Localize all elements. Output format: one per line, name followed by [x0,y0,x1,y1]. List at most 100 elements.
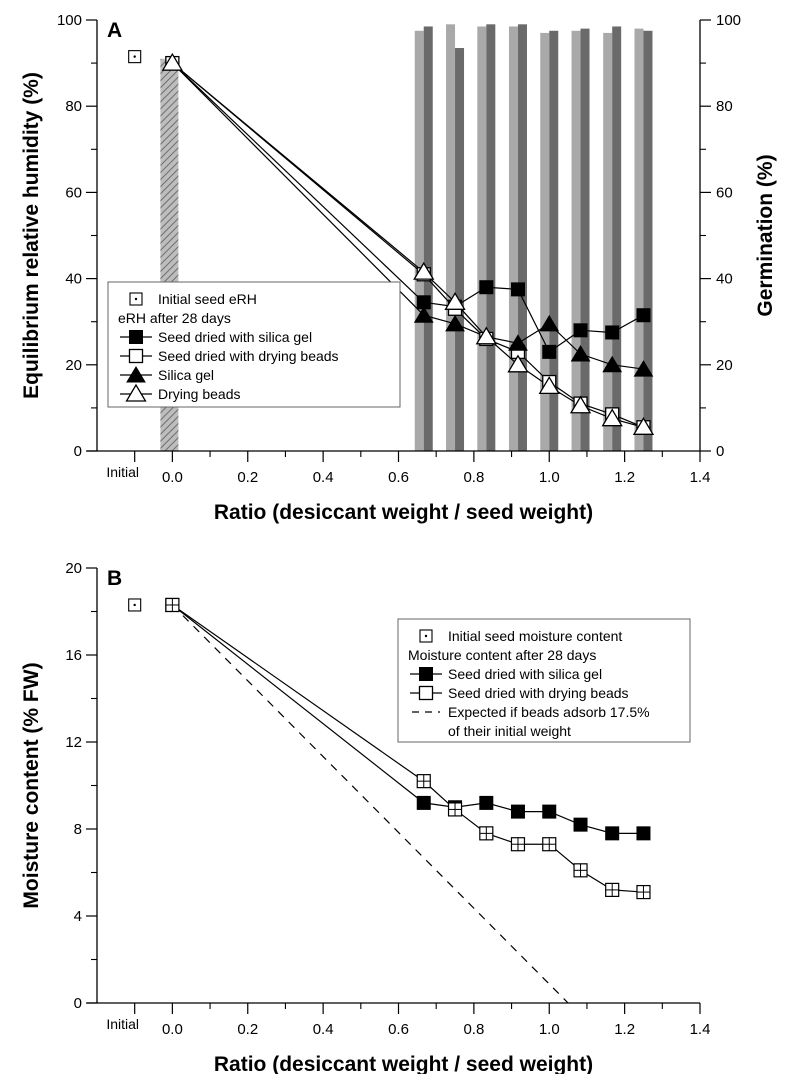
panel-label: B [107,567,122,590]
data-point-0 [479,280,494,295]
y2-tick-label: 80 [716,98,733,115]
germination-bar-dark [517,24,527,452]
y2-tick-label: 100 [716,12,741,29]
y-tick-label: 60 [65,184,82,201]
data-point-3 [569,395,592,414]
x-tick-label: 0.4 [313,1021,334,1038]
data-point-0 [416,795,431,810]
y2-tick-label: 60 [716,184,733,201]
data-point-0 [605,826,620,841]
germination-bar-dark [486,24,496,452]
x-tick-label: 0.8 [463,1021,484,1038]
data-point-0 [510,282,525,297]
data-point-2 [508,334,528,351]
initial-point-dot [133,603,136,607]
x-tick-label: 1.0 [539,469,560,486]
data-point-0 [479,795,494,810]
panel-label: A [107,19,122,42]
initial-label: Initial [106,464,139,480]
data-point-0 [510,804,525,819]
data-point-3 [475,326,497,345]
germination-bar-light [634,28,644,452]
germination-bar-light [571,30,581,452]
data-point-3 [538,376,560,395]
legend-entry: Drying beads [158,386,241,402]
y2-axis-title: Germination (%) [754,154,777,316]
x-tick-label: 1.4 [690,1021,711,1038]
legend-marker [128,348,144,364]
x-tick-label: 0.2 [237,1021,258,1038]
x-tick-label: 1.2 [614,469,635,486]
legend-marker [129,330,143,344]
legend-box [397,618,691,743]
data-point-2 [570,345,591,362]
germination-bar-dark [423,26,433,452]
legend-marker [419,667,433,681]
y-tick-label: 4 [74,908,82,925]
legend-entry: Silica gel [158,367,214,383]
germination-bar-dark [549,30,559,452]
x-axis-title: Ratio (desiccant weight / seed weight) [214,1053,593,1074]
data-point-0 [605,325,620,340]
legend-group-title: eRH after 28 days [118,310,231,326]
legend-marker [126,366,146,383]
y-tick-label: 80 [65,98,82,115]
data-point-0 [573,323,588,338]
y-tick-label: 0 [74,995,82,1012]
y-axis-title: Equilibrium relative humidity (%) [20,72,43,399]
legend-marker [125,383,147,402]
data-point-2 [633,360,654,377]
y-tick-label: 12 [65,734,82,751]
y-tick-label: 0 [74,443,82,460]
x-tick-label: 0.8 [463,469,484,486]
y2-tick-label: 0 [716,443,724,460]
germination-bar-dark [612,26,622,452]
x-tick-label: 0.0 [162,1021,183,1038]
x-tick-label: 1.0 [539,1021,560,1038]
legend-initial-marker-dot [424,634,428,638]
data-point-3 [601,408,623,427]
data-point-2 [445,314,465,332]
legend-initial-text: Initial seed eRH [158,291,257,307]
panel-a: 0 20 40 60 80 100 0 20 40 60 80 100 0.0 0.2 0.4 0.6 0.8 1… [20,12,777,524]
x-tick-label: 1.2 [614,1021,635,1038]
data-point-0 [636,308,651,323]
x-tick-label: 0.2 [237,469,258,486]
y-tick-label: 100 [57,12,82,29]
legend-entry: Expected if beads adsorb 17.5% [448,704,650,720]
initial-point-dot [133,55,136,58]
y2-tick-label: 20 [716,357,733,374]
legend-initial-text: Initial seed moisture content [448,628,622,644]
y-axis-title: Moisture content (% FW) [20,662,43,908]
germination-bar-dark [643,30,653,452]
germination-bar-dark [580,28,590,452]
data-point-0 [542,804,557,819]
x-tick-label: 0.6 [388,1021,409,1038]
legend-entry: Seed dried with silica gel [448,666,602,682]
legend-marker [418,685,434,701]
germination-bar-light [508,26,518,452]
x-tick-label: 0.4 [313,469,334,486]
data-point-0 [636,826,651,841]
data-point-2 [539,314,560,332]
legend-entry: of their initial weight [448,723,571,739]
y2-tick-label: 40 [716,271,733,288]
data-point-2 [413,306,434,323]
expected-dashed-line [171,604,569,1004]
legend-entry: Seed dried with drying beads [158,348,339,364]
germination-bar-dark [455,48,465,451]
germination-bar-light [446,24,456,452]
y-tick-label: 16 [65,647,82,664]
x-tick-label: 0.6 [388,469,409,486]
data-point-0 [542,344,557,359]
x-axis-title: Ratio (desiccant weight / seed weight) [214,501,593,524]
y-tick-label: 8 [74,821,82,838]
x-tick-label: 1.4 [690,469,711,486]
y-tick-label: 20 [65,560,82,577]
germination-bar-light [414,30,424,452]
data-point-3 [632,417,655,435]
legend-entry: Seed dried with drying beads [448,685,629,701]
data-point-3 [413,261,435,280]
germination-bar-light [477,26,487,452]
